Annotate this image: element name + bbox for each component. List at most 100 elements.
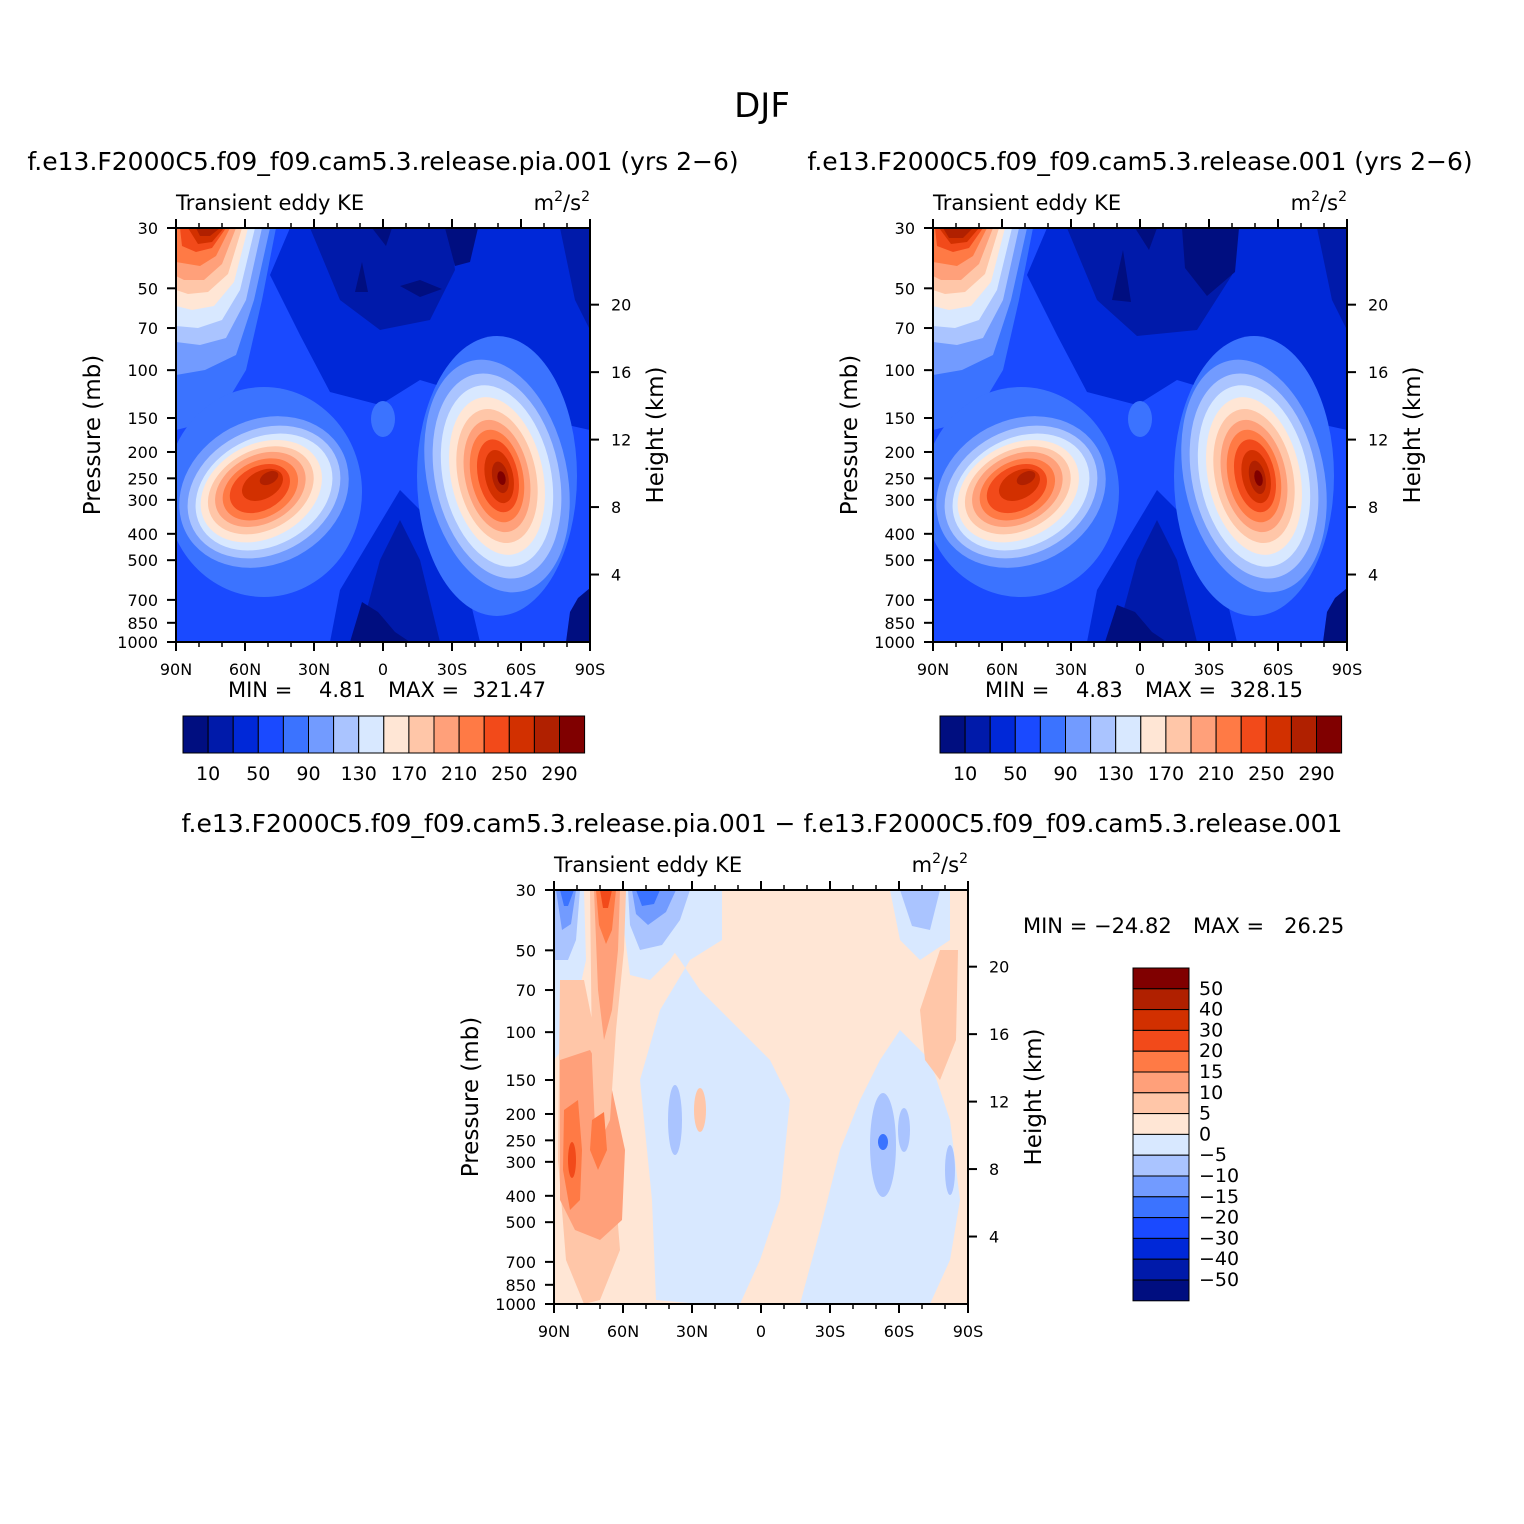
y-tick-label: 150 bbox=[884, 409, 915, 428]
colorbar-box bbox=[1132, 1175, 1190, 1198]
y-tick-label: 850 bbox=[505, 1276, 536, 1295]
colorbar-box bbox=[232, 715, 259, 754]
panel-1-ylabel-right: Height (km) bbox=[643, 366, 669, 503]
colorbar-label: 90 bbox=[296, 763, 320, 785]
colorbar-label: 50 bbox=[246, 763, 270, 785]
y-tick-label: 500 bbox=[127, 551, 158, 570]
colorbar-box bbox=[1316, 715, 1343, 754]
colorbar-box bbox=[257, 715, 284, 754]
y-tick-label: 850 bbox=[127, 614, 158, 633]
y-tick-label: 400 bbox=[127, 525, 158, 544]
y-right-tick-label: 20 bbox=[1368, 296, 1388, 315]
x-tick-label: 30S bbox=[437, 660, 468, 679]
colorbar-label: 290 bbox=[1298, 763, 1334, 785]
y-tick-label: 500 bbox=[505, 1213, 536, 1232]
panel-1-case-title: f.e13.F2000C5.f09_f09.cam5.3.release.pia… bbox=[27, 147, 738, 176]
colorbar-label: 5 bbox=[1199, 1103, 1211, 1125]
colorbar-box bbox=[559, 715, 586, 754]
panel-1-units: m2/s2 bbox=[534, 189, 590, 215]
y-tick-label: 70 bbox=[138, 319, 158, 338]
colorbar-box bbox=[1132, 1217, 1190, 1239]
colorbar-label: 170 bbox=[1148, 763, 1184, 785]
colorbar-box bbox=[333, 715, 360, 754]
x-tick-label: 30N bbox=[298, 660, 330, 679]
colorbar-box bbox=[458, 715, 485, 754]
panel-2-ylabel-right: Height (km) bbox=[1400, 366, 1426, 503]
colorbar-box bbox=[1132, 1009, 1190, 1031]
y-tick-label: 1000 bbox=[874, 633, 915, 652]
colorbar-box bbox=[1132, 1050, 1190, 1073]
colorbar-box bbox=[358, 715, 385, 754]
colorbar-box bbox=[1132, 1029, 1190, 1052]
x-tick-label: 90N bbox=[160, 660, 192, 679]
colorbar-label: 20 bbox=[1199, 1040, 1223, 1062]
panel-2-colorbar: 10 50 90 130 170 210 250 290 bbox=[939, 715, 1343, 785]
y-tick-label: 400 bbox=[884, 525, 915, 544]
panel-2: f.e13.F2000C5.f09_f09.cam5.3.release.001… bbox=[807, 147, 1472, 785]
colorbar-box bbox=[1132, 1154, 1190, 1177]
x-tick-label: 90N bbox=[538, 1322, 570, 1341]
x-tick-label: 0 bbox=[378, 660, 388, 679]
colorbar-label: 210 bbox=[1198, 763, 1234, 785]
colorbar-label: 10 bbox=[1199, 1082, 1223, 1104]
panel-3-ylabel: Pressure (mb) bbox=[458, 1017, 484, 1177]
colorbar-label: −15 bbox=[1199, 1186, 1239, 1208]
panel-2-units: m2/s2 bbox=[1291, 189, 1347, 215]
colorbar-label: −40 bbox=[1199, 1248, 1239, 1270]
colorbar-label: 250 bbox=[491, 763, 527, 785]
y-right-tick-label: 16 bbox=[989, 1025, 1009, 1044]
panel-1: f.e13.F2000C5.f09_f09.cam5.3.release.pia… bbox=[27, 147, 738, 785]
panel-2-min: MIN = 4.83 bbox=[985, 678, 1123, 702]
y-right-tick-label: 4 bbox=[611, 566, 621, 585]
y-tick-label: 250 bbox=[505, 1131, 536, 1150]
y-right-tick-label: 16 bbox=[1368, 363, 1388, 382]
panel-3-ylabel-right: Height (km) bbox=[1021, 1028, 1047, 1165]
colorbar-box bbox=[1132, 1071, 1190, 1094]
panel-2-ylabel: Pressure (mb) bbox=[837, 355, 863, 515]
colorbar-box bbox=[1165, 715, 1192, 754]
colorbar-box bbox=[1039, 715, 1067, 754]
colorbar-box bbox=[1215, 715, 1242, 754]
colorbar-box bbox=[483, 715, 510, 754]
colorbar-label: 15 bbox=[1199, 1061, 1223, 1083]
colorbar-box bbox=[1065, 715, 1092, 754]
panel-2-max: MAX = 328.15 bbox=[1145, 678, 1303, 702]
x-tick-label: 60S bbox=[1263, 660, 1294, 679]
colorbar-box bbox=[1132, 1196, 1190, 1219]
x-tick-label: 60N bbox=[229, 660, 261, 679]
colorbar-label: 30 bbox=[1199, 1019, 1223, 1041]
y-right-tick-label: 8 bbox=[611, 498, 621, 517]
y-tick-label: 300 bbox=[127, 491, 158, 510]
colorbar-box bbox=[989, 715, 1016, 754]
y-tick-label: 70 bbox=[516, 981, 536, 1000]
colorbar-box bbox=[282, 715, 309, 754]
colorbar-box bbox=[1190, 715, 1217, 754]
colorbar-box bbox=[1132, 1258, 1190, 1281]
y-tick-label: 250 bbox=[884, 469, 915, 488]
colorbar-box bbox=[964, 715, 991, 754]
y-tick-label: 700 bbox=[505, 1253, 536, 1272]
colorbar-label: −20 bbox=[1199, 1207, 1239, 1229]
colorbar-box bbox=[1132, 1279, 1190, 1302]
x-tick-label: 90S bbox=[575, 660, 606, 679]
y-tick-label: 400 bbox=[505, 1187, 536, 1206]
y-tick-label: 500 bbox=[884, 551, 915, 570]
panel-2-variable: Transient eddy KE bbox=[932, 191, 1121, 215]
panel-3-max: MAX = 26.25 bbox=[1193, 914, 1344, 938]
colorbar-label: −30 bbox=[1199, 1227, 1239, 1249]
x-tick-label: 60N bbox=[986, 660, 1018, 679]
panel-3-units: m2/s2 bbox=[912, 851, 968, 877]
colorbar-label: 250 bbox=[1248, 763, 1284, 785]
colorbar-box bbox=[1132, 1237, 1190, 1260]
colorbar-label: 290 bbox=[541, 763, 577, 785]
colorbar-label: 50 bbox=[1003, 763, 1027, 785]
colorbar-box bbox=[1014, 715, 1041, 754]
x-tick-label: 60S bbox=[884, 1322, 915, 1341]
x-tick-label: 30S bbox=[1194, 660, 1225, 679]
colorbar-box bbox=[508, 715, 535, 754]
y-tick-label: 30 bbox=[895, 219, 915, 238]
x-tick-label: 90N bbox=[917, 660, 949, 679]
colorbar-label: 0 bbox=[1199, 1123, 1211, 1145]
